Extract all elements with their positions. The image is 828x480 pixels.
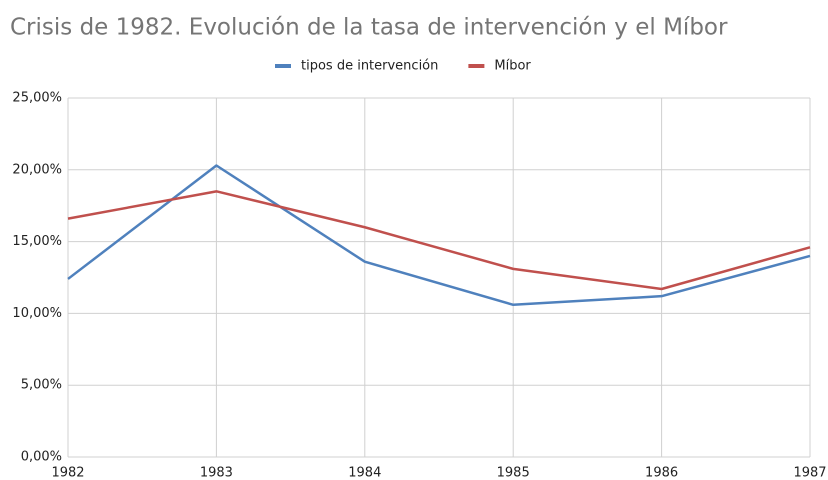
x-tick-label: 1982 (51, 466, 84, 480)
x-tick-label: 1985 (497, 466, 530, 480)
y-tick-label: 20,00% (12, 162, 62, 177)
x-tick-label: 1983 (200, 466, 233, 480)
chart-title: Crisis de 1982. Evolución de la tasa de … (10, 15, 728, 41)
y-tick-label: 25,00% (12, 91, 62, 106)
x-tick-label: 1984 (348, 466, 381, 480)
y-tick-label: 10,00% (12, 306, 62, 321)
data-line (67, 164, 811, 307)
legend-label: tipos de intervención (301, 59, 438, 74)
y-tick-label: 0,00% (21, 450, 62, 465)
x-tick-label: 1986 (645, 466, 678, 480)
y-tick-label: 5,00% (21, 378, 62, 393)
legend-label: Míbor (494, 59, 531, 74)
data-line (67, 190, 811, 291)
y-tick-label: 15,00% (12, 234, 62, 249)
x-tick-label: 1987 (793, 466, 826, 480)
